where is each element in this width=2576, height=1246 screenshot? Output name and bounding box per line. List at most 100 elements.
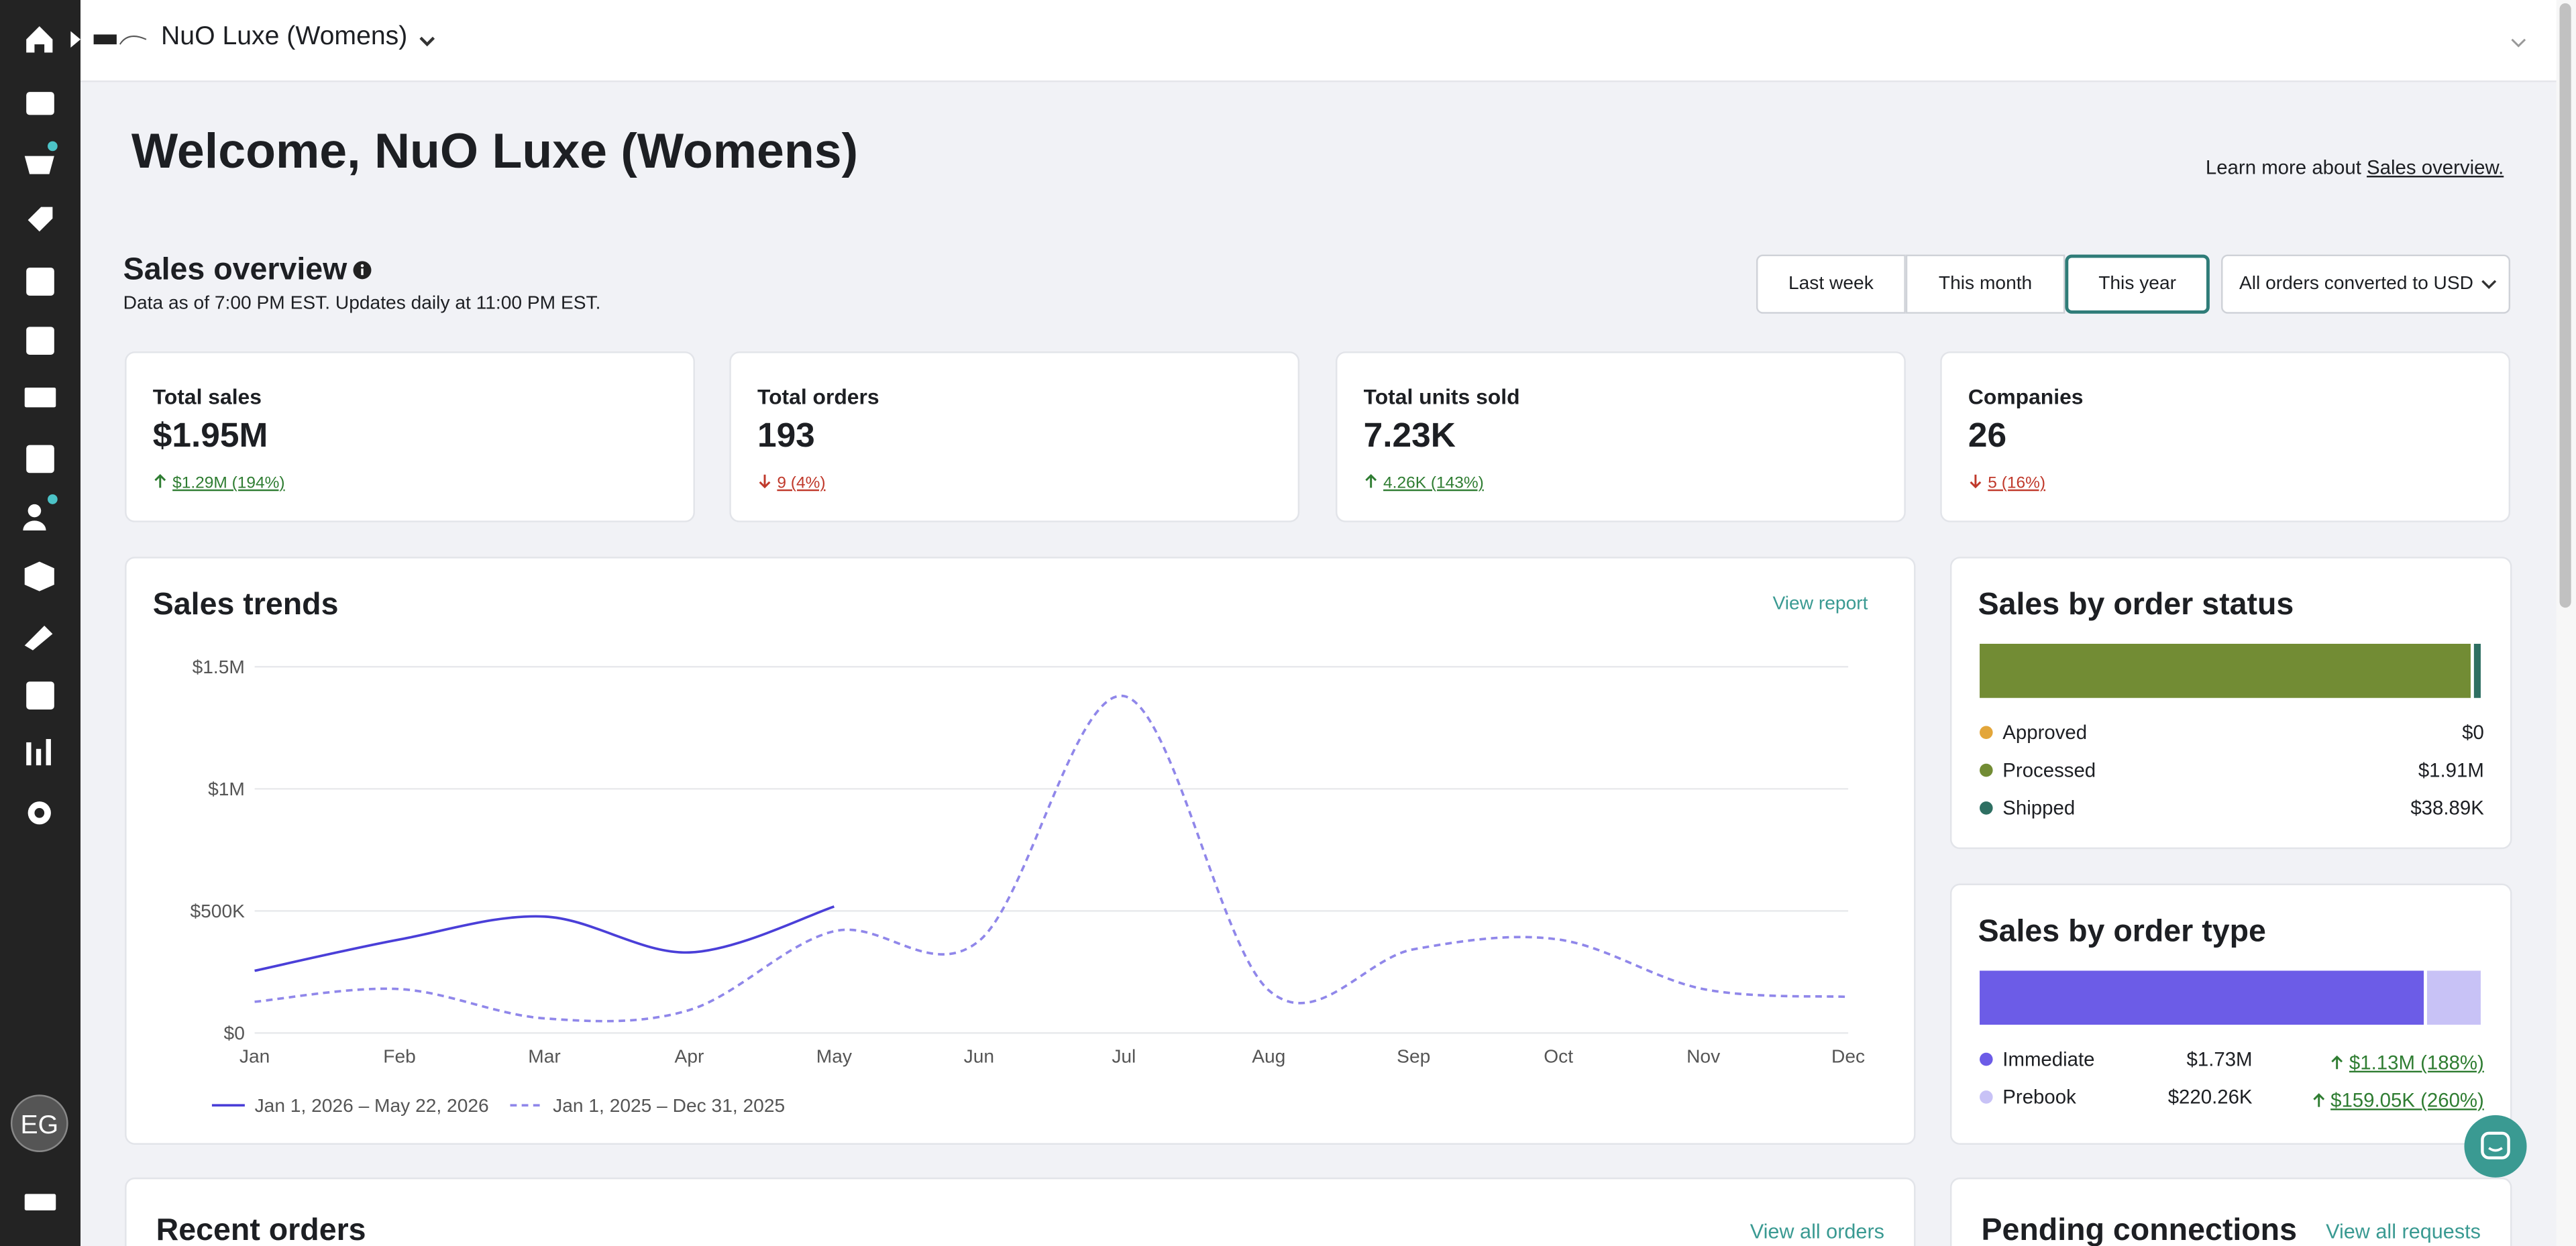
welcome-title: Welcome, NuO Luxe (Womens) — [131, 125, 859, 179]
legend-label: Shipped — [2002, 796, 2076, 820]
legend-label: Approved — [2002, 721, 2088, 744]
segment-change-value: $159.05K (260%) — [2330, 1088, 2484, 1112]
view-all-orders[interactable]: View all orders — [1750, 1220, 1884, 1243]
arrow-shape — [1970, 474, 1982, 489]
kpi-change: $1.29M (194%) — [153, 467, 285, 496]
legend-label: Prebook — [2002, 1085, 2076, 1109]
kpi-label: Companies — [1968, 384, 2084, 409]
bar-segment — [1980, 644, 2471, 698]
home-icon[interactable] — [26, 26, 53, 53]
legend-dot — [1980, 726, 1993, 740]
segment-change-value: $1.13M (188%) — [2349, 1051, 2484, 1074]
kpi-change: 5 (16%) — [1968, 467, 2045, 496]
trend-arrow — [2331, 1055, 2343, 1070]
trend-arrow — [1365, 473, 1377, 488]
bar-segment — [2473, 644, 2481, 698]
period-button[interactable]: This year — [2065, 254, 2210, 314]
info-icon[interactable] — [352, 260, 373, 281]
trend-arrow — [2312, 1093, 2324, 1107]
period-button[interactable]: Last week — [1756, 254, 1906, 314]
segment-value: $0 — [2462, 721, 2484, 744]
legend-label: Jan 1, 2025 – Dec 31, 2025 — [553, 1095, 785, 1116]
card-title: Sales by order type — [1978, 915, 2266, 950]
legend-dot — [1980, 1052, 1993, 1066]
x-tick-label: May — [816, 1045, 853, 1066]
legend-label: Immediate — [2002, 1047, 2095, 1071]
learn-more-link[interactable]: Sales overview. — [2367, 156, 2504, 179]
x-tick-label: Mar — [528, 1045, 561, 1066]
chevron — [2481, 280, 2496, 289]
kpi-change-value: $1.29M (194%) — [172, 474, 285, 493]
arrow-shape — [2312, 1093, 2324, 1107]
y-tick-label: $1.5M — [193, 657, 245, 677]
currency-dropdown[interactable]: All orders converted to USD — [2221, 254, 2511, 314]
series-line — [254, 695, 1849, 1023]
legend-dot — [1980, 801, 1993, 815]
nav-icons[interactable] — [23, 92, 58, 1210]
bar-segment — [2426, 970, 2481, 1025]
logo[interactable] — [92, 28, 151, 54]
kpi-card: Companies 26 5 (16%) — [1940, 351, 2511, 522]
kpi-value: 193 — [757, 417, 815, 455]
kpi-change-value: 4.26K (143%) — [1383, 474, 1484, 493]
trend-arrow — [759, 474, 771, 489]
kpi-change-value: 5 (16%) — [1988, 474, 2046, 493]
chat-button[interactable] — [2464, 1115, 2527, 1178]
kpi-change: 4.26K (143%) — [1364, 467, 1484, 496]
learn-more-text: Learn more about — [2205, 156, 2361, 179]
scrollbar[interactable] — [2556, 0, 2576, 1246]
store-name[interactable]: NuO Luxe (Womens) — [161, 23, 408, 51]
kpi-value: 7.23K — [1363, 417, 1456, 455]
recent-orders-card: Recent orders View all orders — [125, 1177, 1916, 1246]
view-all-requests[interactable]: View all requests — [2326, 1220, 2481, 1243]
kpi-card: Total sales $1.95M $1.29M (194%) — [125, 351, 695, 522]
series-line — [254, 905, 835, 972]
card-title: Pending connections — [1981, 1213, 2297, 1246]
avatar[interactable] — [10, 1094, 68, 1152]
kpi-card: Total units sold 7.23K 4.26K (143%) — [1336, 351, 1906, 522]
period-button[interactable]: This month — [1905, 254, 2065, 314]
section-title: Sales overview — [123, 253, 347, 288]
y-tick-label: $0 — [224, 1023, 245, 1043]
kpi-value: $1.95M — [152, 417, 268, 455]
pending-connections-card: Pending connections View all requests — [1949, 1177, 2512, 1246]
arrow-shape — [154, 473, 166, 488]
segment-change: $1.13M (188%) — [2330, 1047, 2484, 1077]
x-tick-label: Jul — [1112, 1045, 1136, 1066]
x-tick-label: Dec — [1831, 1045, 1865, 1066]
x-tick-label: Nov — [1686, 1045, 1720, 1066]
arrow-shape — [2331, 1055, 2343, 1070]
kpi-value: 26 — [1968, 417, 2007, 455]
card-title: Recent orders — [156, 1213, 366, 1246]
segment-change: $159.05K (260%) — [2311, 1086, 2484, 1115]
learn-more: Learn more about Sales overview. — [2206, 156, 2504, 179]
trend-arrow — [154, 473, 166, 488]
legend-label: Processed — [2002, 758, 2096, 782]
line-chart: $0 $500K $1M $1.5M Jan Feb Mar Apr May Jun Jul Aug S… — [190, 657, 1865, 1116]
arrow-shape — [759, 474, 771, 489]
bar-segment — [1980, 970, 2424, 1025]
arrow-shape — [1365, 473, 1377, 488]
y-tick-label: $1M — [208, 779, 245, 799]
chevron[interactable] — [417, 32, 437, 51]
x-tick-label: Feb — [383, 1045, 416, 1066]
stacked-bar — [1980, 970, 2481, 1025]
segment-value: $1.91M — [2418, 758, 2484, 782]
stacked-bar — [1980, 644, 2481, 698]
kpi-change-value: 9 (4%) — [777, 474, 826, 493]
kpi-label: Total units sold — [1363, 384, 1520, 409]
chart-title: Sales trends — [152, 587, 339, 623]
sidebar-icons: EG — [10, 26, 81, 1210]
chevron[interactable] — [2509, 33, 2528, 52]
trend-arrow — [1970, 474, 1982, 489]
view-report[interactable]: View report — [1772, 594, 1868, 614]
sales-trends-card: Sales trends View report $0 $500K $1M $1.5M… — [125, 557, 1916, 1145]
x-tick-label: Oct — [1544, 1045, 1573, 1066]
kpi-label: Total orders — [757, 384, 879, 409]
x-tick-label: Jun — [964, 1045, 994, 1066]
kpi-change: 9 (4%) — [757, 467, 826, 496]
section-subtitle: Data as of 7:00 PM EST. Updates daily at… — [123, 294, 601, 314]
x-tick-label: Sep — [1397, 1045, 1430, 1066]
avatar-initials: EG — [20, 1111, 58, 1139]
